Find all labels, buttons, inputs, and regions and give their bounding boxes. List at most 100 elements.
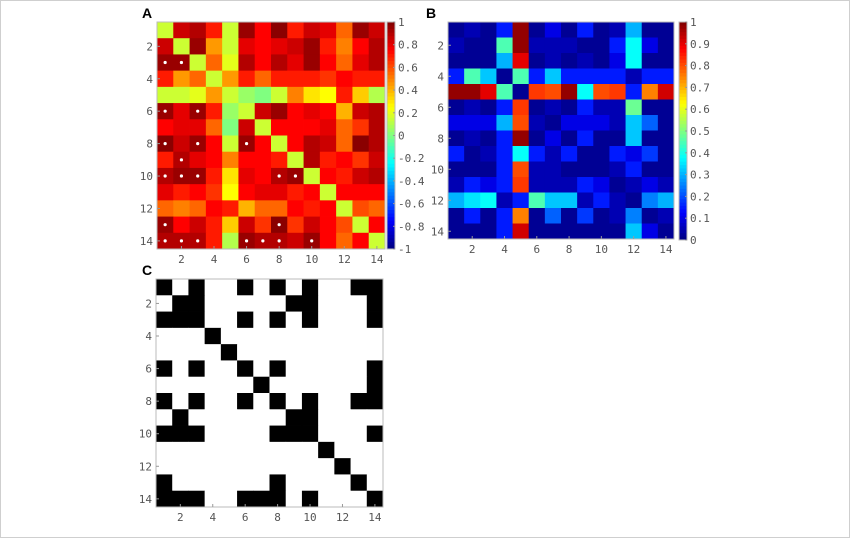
cell-r11-c10 xyxy=(303,184,321,201)
panel-label-c: C xyxy=(142,262,152,278)
cell-r2-c13 xyxy=(352,38,370,55)
cell-r8-c9 xyxy=(287,135,304,153)
colorbar-segment xyxy=(679,158,687,163)
cell-r2-c8 xyxy=(269,295,287,312)
cell-r11-c3 xyxy=(188,441,206,459)
cell-r4-c7 xyxy=(544,68,562,85)
x-tick-label: 2 xyxy=(469,243,476,256)
cell-r4-c1 xyxy=(156,327,173,345)
cell-r11-c4 xyxy=(496,177,513,193)
cell-r13-c1 xyxy=(448,208,465,224)
cell-r12-c13 xyxy=(352,200,370,217)
cell-r1-c5 xyxy=(222,22,239,39)
cell-r12-c10 xyxy=(593,192,610,209)
cell-r8-c4 xyxy=(496,130,513,147)
cell-r3-c8 xyxy=(269,311,287,329)
cell-r13-c11 xyxy=(319,216,337,234)
cell-r10-c10 xyxy=(303,167,321,185)
cell-r5-c2 xyxy=(464,84,481,100)
cell-r4-c3 xyxy=(189,70,207,88)
colorbar-tick-label: 0.2 xyxy=(690,190,710,203)
cell-r14-c4 xyxy=(204,490,222,508)
cell-r10-c2 xyxy=(172,425,189,443)
y-tick-label: 6 xyxy=(146,105,153,118)
colorbar-segment xyxy=(679,154,687,159)
cell-r11-c6 xyxy=(528,177,546,193)
cell-r3-c2 xyxy=(464,53,481,69)
cell-r1-c2 xyxy=(173,22,190,39)
cell-r3-c6 xyxy=(238,54,256,72)
cell-r8-c6 xyxy=(528,130,546,147)
y-tick-label: 6 xyxy=(437,101,444,114)
cell-r10-c13 xyxy=(352,167,370,185)
cell-r10-c14 xyxy=(366,425,384,443)
cell-r9-c2 xyxy=(464,146,481,162)
cell-r6-c1 xyxy=(156,360,173,378)
cell-r8-c5 xyxy=(220,393,238,410)
cell-r4-c9 xyxy=(577,68,594,85)
colorbar-segment xyxy=(387,213,395,218)
y-tick-label: 12 xyxy=(431,194,444,207)
plot-frame xyxy=(447,21,675,240)
cell-r10-c9 xyxy=(577,161,594,178)
colorbar-segment xyxy=(387,224,395,229)
cell-r11-c11 xyxy=(318,441,335,459)
cell-r2-c8 xyxy=(271,38,288,55)
cell-r14-c6 xyxy=(528,223,546,240)
cell-r10-c5 xyxy=(222,167,239,185)
cell-r10-c1 xyxy=(156,425,173,443)
y-tick-label: 6 xyxy=(145,363,152,376)
cell-r11-c5 xyxy=(220,441,238,459)
cell-r13-c1 xyxy=(156,474,173,492)
cell-r9-c10 xyxy=(301,409,319,426)
cell-r6-c14 xyxy=(368,103,386,120)
cell-r10-c1 xyxy=(448,161,465,178)
cell-r13-c2 xyxy=(464,208,481,224)
cell-r11-c14 xyxy=(657,177,675,193)
colorbar-segment xyxy=(679,137,687,142)
colorbar-segment xyxy=(387,163,395,168)
cell-r8-c10 xyxy=(593,130,610,147)
cell-r8-c4 xyxy=(204,393,222,410)
cell-r12-c2 xyxy=(172,458,189,475)
cell-r4-c1 xyxy=(448,68,465,85)
cell-r5-c11 xyxy=(609,84,626,100)
cell-r4-c1 xyxy=(157,70,174,88)
cell-r1-c7 xyxy=(254,22,272,39)
cell-r2-c12 xyxy=(334,295,351,312)
cell-r8-c10 xyxy=(303,135,321,153)
colorbar-tick-label: 0.9 xyxy=(690,38,710,51)
cell-r9-c8 xyxy=(561,146,578,162)
cell-r12-c11 xyxy=(318,458,335,475)
colorbar-segment xyxy=(679,195,687,200)
cell-r6-c5 xyxy=(220,360,238,378)
cell-r12-c12 xyxy=(334,458,351,475)
cell-r12-c3 xyxy=(188,458,206,475)
cell-r5-c3 xyxy=(189,86,207,104)
cell-r12-c3 xyxy=(189,200,207,217)
cell-r5-c7 xyxy=(254,86,272,104)
cell-r2-c9 xyxy=(577,37,594,54)
cell-r4-c9 xyxy=(287,70,304,88)
cell-r13-c13 xyxy=(352,216,370,234)
significance-marker-r10-c2 xyxy=(179,174,184,178)
cell-r11-c12 xyxy=(625,177,643,193)
significance-marker-r14-c7 xyxy=(261,239,265,243)
cell-r11-c4 xyxy=(205,184,223,201)
colorbar-tick-label: 0.4 xyxy=(398,84,418,97)
cell-r3-c9 xyxy=(285,311,303,329)
cell-r9-c7 xyxy=(254,151,272,169)
cell-r9-c9 xyxy=(287,151,304,169)
colorbar-segment xyxy=(679,199,687,203)
colorbar-segment xyxy=(387,153,395,158)
cell-r3-c3 xyxy=(480,53,497,69)
cell-r12-c12 xyxy=(336,200,353,217)
cell-r7-c9 xyxy=(285,376,303,394)
cell-r11-c3 xyxy=(189,184,207,201)
cell-r8-c11 xyxy=(318,393,335,410)
colorbar-segment xyxy=(387,128,395,133)
cell-r10-c3 xyxy=(188,425,206,443)
cell-r11-c1 xyxy=(448,177,465,193)
cell-r13-c12 xyxy=(336,216,353,234)
